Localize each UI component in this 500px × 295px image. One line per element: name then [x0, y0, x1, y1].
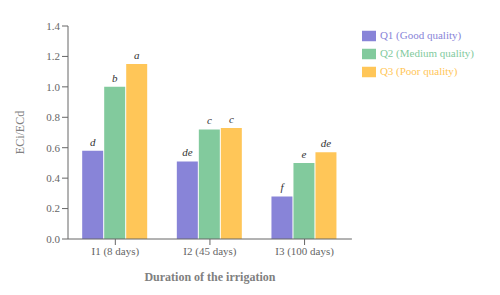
svg-text:I3 (100 days): I3 (100 days) — [275, 245, 334, 258]
svg-text:1.2: 1.2 — [46, 50, 60, 62]
svg-text:I1 (8 days): I1 (8 days) — [91, 245, 139, 258]
svg-text:0.0: 0.0 — [46, 233, 60, 245]
svg-text:1.4: 1.4 — [46, 20, 60, 32]
html-text:Q2 (Medium quality): Q2 (Medium quality) — [379, 47, 474, 59]
svg-text:a: a — [134, 49, 140, 61]
svg-text:0.4: 0.4 — [46, 172, 60, 184]
svg-text:Duration of the irrigation: Duration of the irrigation — [144, 270, 275, 284]
svg-text:de: de — [182, 146, 193, 158]
html-text:Q1 (Good quality): Q1 (Good quality) — [379, 29, 462, 41]
svg-text:0.2: 0.2 — [46, 202, 60, 214]
svg-text:f: f — [280, 181, 285, 193]
svg-text:1.0: 1.0 — [46, 81, 60, 93]
svg-text:de: de — [321, 137, 332, 149]
svg-text:ECi/ECd: ECi/ECd — [13, 111, 27, 154]
html-text:Q3 (Poor quality): Q3 (Poor quality) — [379, 65, 458, 77]
svg-text:0.8: 0.8 — [46, 111, 60, 123]
svg-text:b: b — [112, 72, 118, 84]
svg-text:I2 (45 days): I2 (45 days) — [183, 245, 236, 258]
svg-text:e: e — [302, 148, 307, 160]
svg-text:c: c — [207, 114, 212, 126]
svg-text:c: c — [229, 113, 234, 125]
svg-text:d: d — [90, 136, 96, 148]
svg-text:0.6: 0.6 — [46, 142, 60, 154]
